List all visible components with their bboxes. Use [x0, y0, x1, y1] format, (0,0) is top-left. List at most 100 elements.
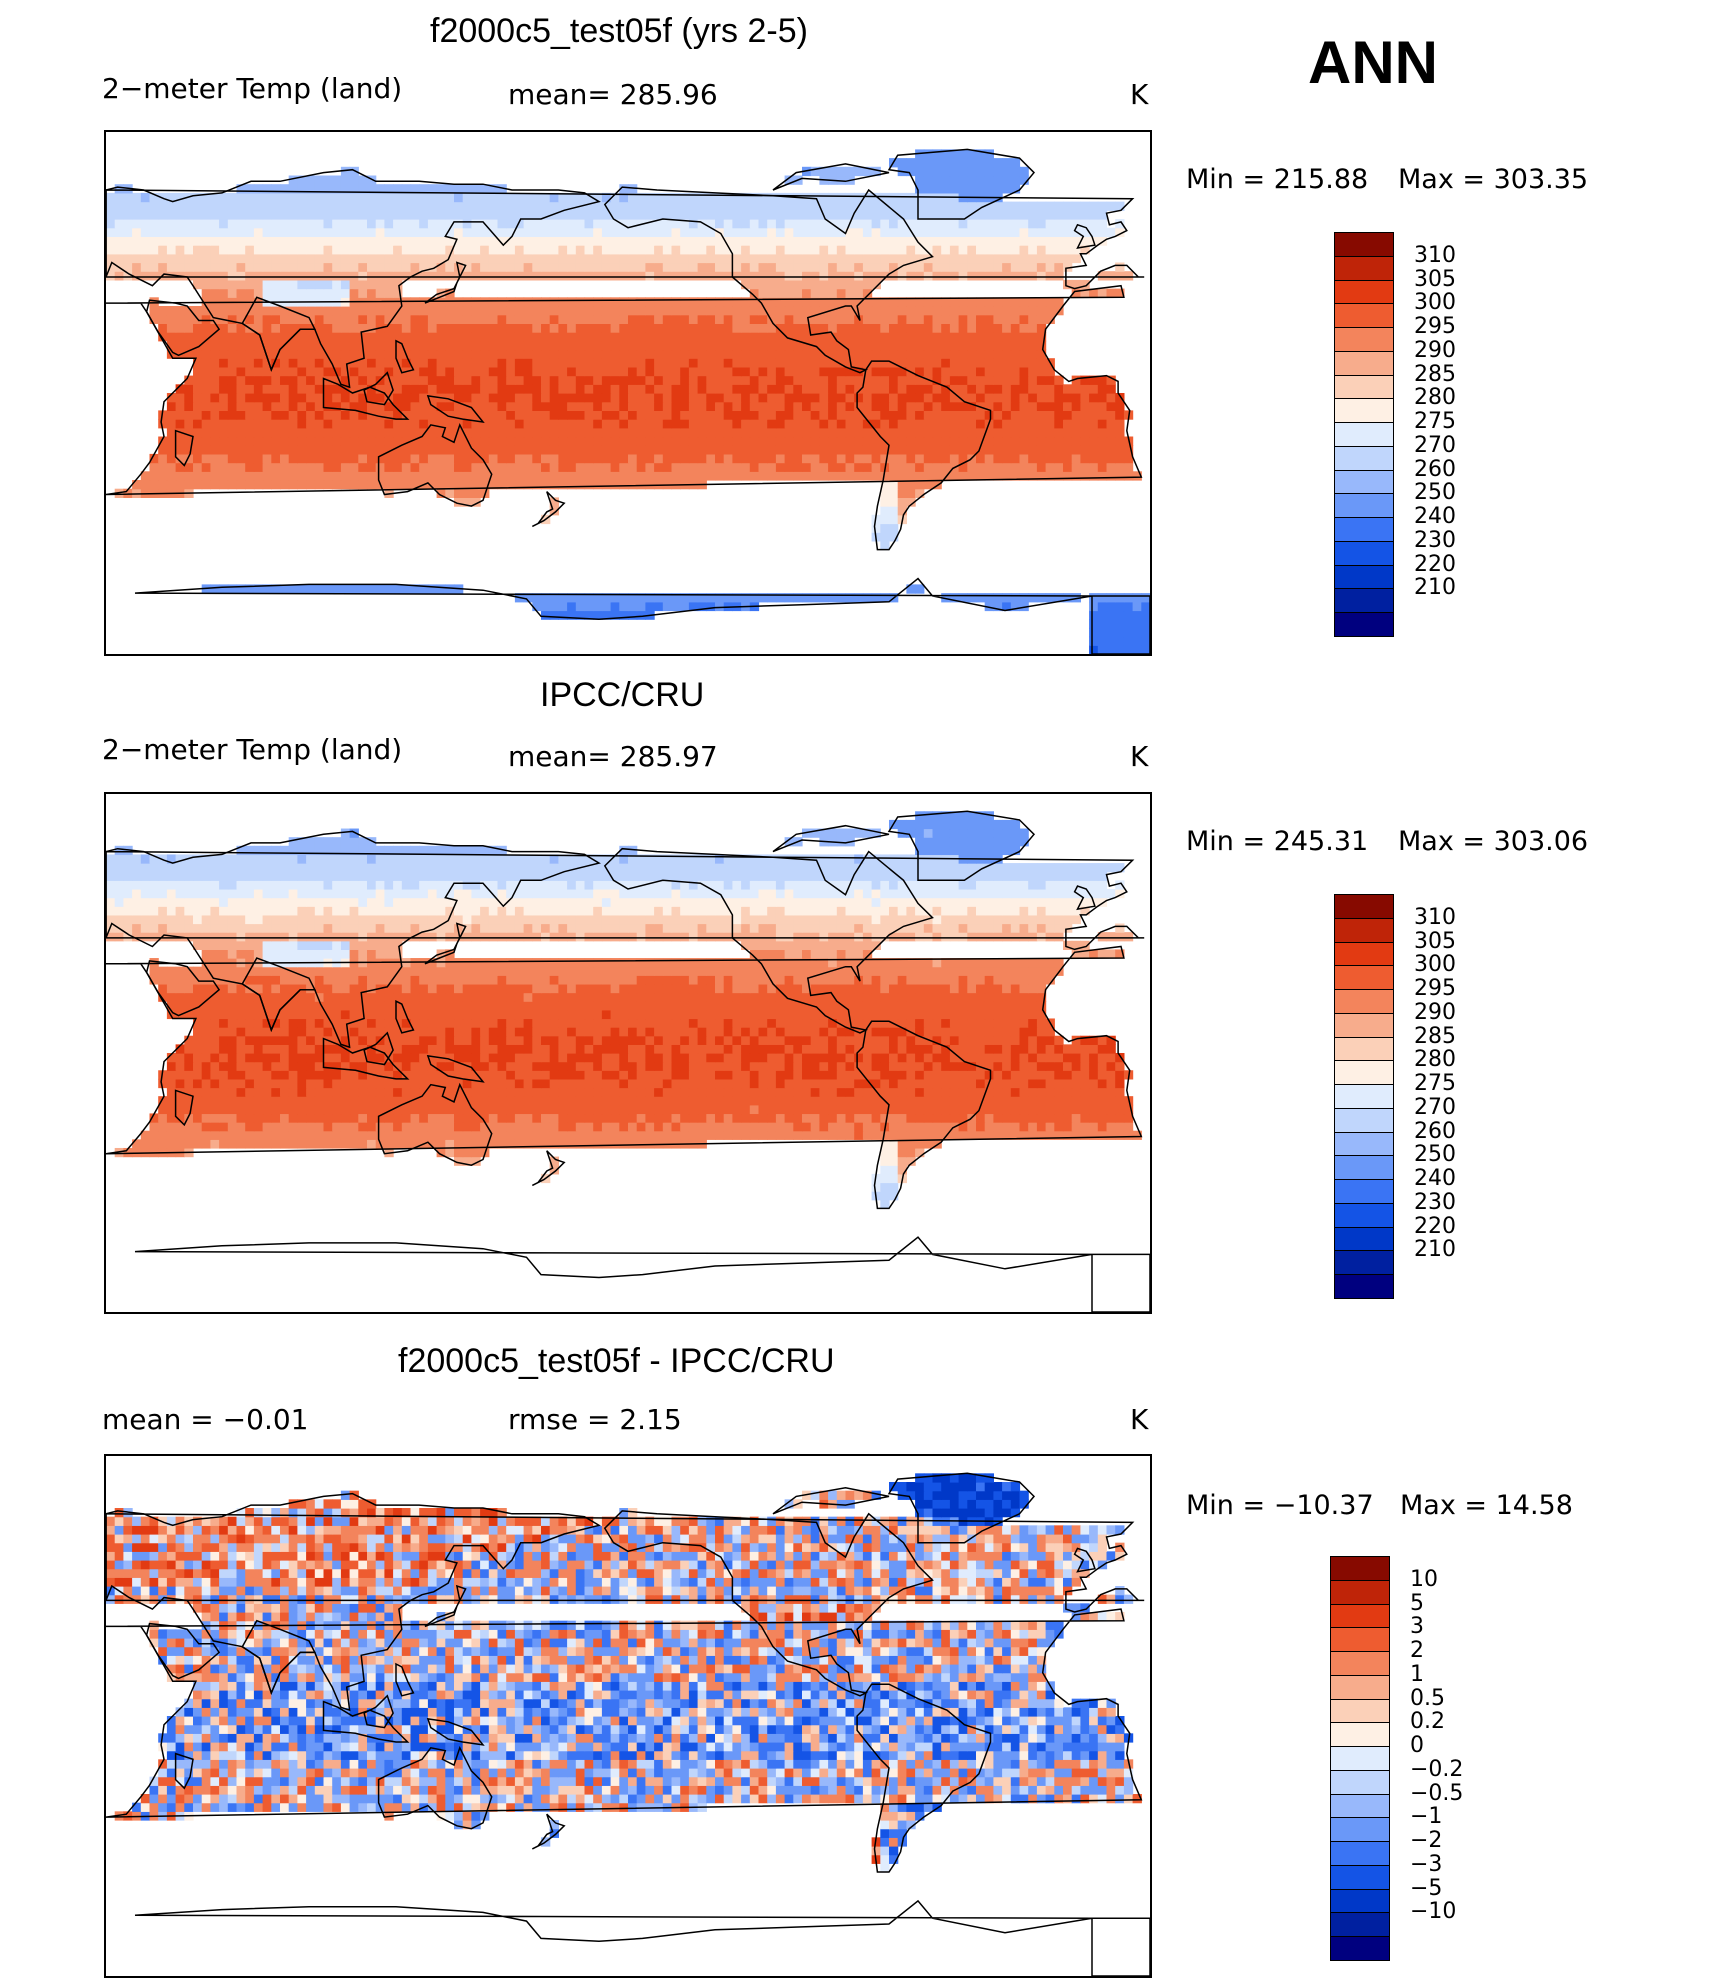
grid-cell [880, 540, 890, 551]
grid-cell [976, 1104, 986, 1115]
grid-cell [1045, 445, 1055, 455]
grid-cell [958, 253, 968, 264]
grid-cell [367, 384, 377, 394]
grid-cell [628, 453, 638, 464]
grid-cell [497, 462, 507, 472]
grid-cell [480, 262, 490, 272]
grid-cell [1141, 636, 1150, 646]
grid-cell [958, 340, 968, 351]
grid-cell [1019, 427, 1029, 438]
grid-cell [619, 236, 629, 246]
grid-cell [280, 227, 290, 237]
grid-cell [932, 253, 942, 264]
grid-cell [558, 1078, 568, 1089]
grid-cell [715, 236, 725, 246]
grid-cell [506, 427, 516, 438]
grid-cell [506, 340, 516, 351]
grid-cell [1045, 427, 1055, 438]
grid-cell [984, 593, 994, 603]
grid-cell [558, 210, 568, 220]
grid-cell [332, 245, 342, 255]
grid-cell [610, 349, 620, 359]
grid-cell [419, 245, 429, 255]
grid-cell [245, 480, 255, 490]
grid-cell [227, 192, 238, 203]
grid-cell [445, 445, 455, 455]
grid-cell [410, 253, 420, 264]
grid-cell [601, 192, 612, 203]
grid-cell [1019, 201, 1029, 211]
grid-cell [401, 436, 412, 446]
grid-cell [288, 192, 298, 203]
grid-cell [575, 245, 586, 255]
grid-cell [958, 1070, 968, 1080]
grid-cell [367, 375, 377, 385]
grid-cell [280, 480, 290, 490]
grid-cell [436, 1122, 446, 1132]
grid-cell [558, 445, 568, 455]
grid-cell [915, 236, 925, 246]
grid-cell [349, 201, 359, 211]
grid-cell [393, 375, 403, 385]
grid-cell [567, 1113, 577, 1123]
grid-cell [1010, 349, 1021, 359]
grid-cell [1089, 1078, 1099, 1089]
grid-cell [445, 488, 455, 498]
grid-cell [1089, 201, 1099, 211]
grid-cell [706, 471, 716, 481]
grid-cell [601, 427, 612, 438]
grid-cell [915, 1130, 925, 1140]
grid-cell [880, 532, 890, 542]
grid-cell [923, 1070, 934, 1080]
grid-cell [288, 436, 298, 446]
grid-cell [332, 279, 342, 290]
grid-cell [575, 480, 586, 490]
grid-cell [949, 410, 960, 420]
grid-cell [454, 245, 464, 255]
grid-cell [1028, 436, 1038, 446]
grid-cell [184, 340, 194, 351]
grid-cell [436, 219, 446, 229]
grid-cell [201, 1139, 211, 1149]
grid-cell [549, 497, 559, 507]
grid-cell [845, 236, 855, 246]
grid-cell [697, 340, 707, 351]
grid-cell [210, 584, 220, 594]
grid-cell [662, 1070, 673, 1080]
grid-cell [393, 253, 403, 264]
grid-cell [976, 332, 986, 342]
grid-cell [480, 427, 490, 438]
grid-cell [993, 453, 1003, 464]
grid-cell [1036, 1078, 1047, 1089]
grid-cell [558, 1070, 568, 1080]
grid-cell [784, 219, 794, 229]
grid-cell [271, 349, 281, 359]
grid-cell [367, 1104, 377, 1115]
grid-cell [1089, 227, 1099, 237]
grid-cell [897, 192, 907, 203]
grid-cell [532, 219, 542, 229]
grid-cell [384, 210, 394, 220]
grid-cell [1045, 227, 1055, 237]
grid-cell [976, 158, 986, 168]
grid-cell [367, 1113, 377, 1123]
grid-cell [558, 366, 568, 377]
grid-cell [280, 184, 290, 194]
grid-cell [1010, 1130, 1021, 1140]
grid-cell [332, 1078, 342, 1089]
grid-cell [784, 462, 794, 472]
grid-cell [1028, 210, 1038, 220]
grid-cell [941, 158, 951, 168]
grid-cell [1089, 410, 1099, 420]
grid-cell [636, 471, 646, 481]
grid-cell [367, 366, 377, 377]
grid-cell [1080, 288, 1090, 298]
grid-cell [828, 1113, 838, 1123]
grid-cell [828, 271, 838, 281]
grid-cell [993, 210, 1003, 220]
grid-cell [462, 453, 472, 464]
grid-cell [749, 245, 760, 255]
grid-cell [280, 1096, 290, 1106]
grid-cell [749, 384, 760, 394]
grid-cell [184, 410, 194, 420]
